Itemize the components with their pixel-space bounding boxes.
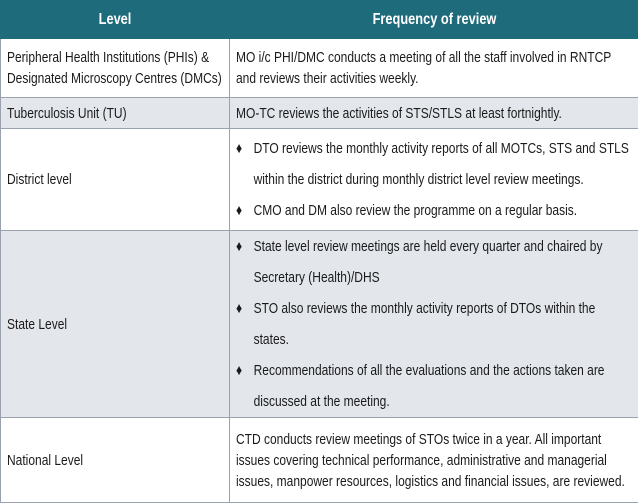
level-text: National Level	[7, 450, 223, 471]
bullet-item: DTO reviews the monthly activity reports…	[236, 133, 632, 195]
review-text: MO i/c PHI/DMC conducts a meeting of all…	[236, 47, 632, 89]
table-row: National Level CTD conducts review meetin…	[1, 418, 638, 503]
bullet-item: STO also reviews the monthly activity re…	[236, 293, 632, 355]
table-row: State Level State level review meetings a…	[1, 231, 638, 418]
review-cell: MO i/c PHI/DMC conducts a meeting of all…	[230, 39, 638, 98]
review-cell: CTD conducts review meetings of STOs twi…	[230, 418, 638, 503]
table-row: Tuberculosis Unit (TU) MO-TC reviews the …	[1, 98, 638, 129]
page: Level Frequency of review Peripheral Hea…	[0, 0, 638, 478]
level-text: Peripheral Health Institutions (PHIs) & …	[7, 47, 223, 89]
bullet-item: Recommendations of all the evaluations a…	[236, 355, 632, 417]
bullet-list: State level review meetings are held eve…	[236, 231, 632, 417]
header-text: Level	[7, 9, 223, 30]
level-cell: District level	[1, 129, 230, 231]
review-content: DTO reviews the monthly activity reports…	[236, 133, 632, 226]
header-cell: Level	[1, 1, 230, 39]
table-row: District level DTO reviews the monthly ac…	[1, 129, 638, 231]
review-text: MO-TC reviews the activities of STS/STLS…	[236, 103, 632, 124]
table-body: Peripheral Health Institutions (PHIs) & …	[1, 39, 638, 503]
bullet-list: DTO reviews the monthly activity reports…	[236, 133, 632, 226]
level-cell: State Level	[1, 231, 230, 418]
level-text: District level	[7, 169, 223, 190]
review-cell: State level review meetings are held eve…	[230, 231, 638, 418]
bullet-item: CMO and DM also review the programme on …	[236, 195, 632, 226]
level-text: State Level	[7, 314, 223, 335]
review-content: State level review meetings are held eve…	[236, 231, 632, 417]
level-cell: National Level	[1, 418, 230, 503]
review-cell: DTO reviews the monthly activity reports…	[230, 129, 638, 231]
review-text: CTD conducts review meetings of STOs twi…	[236, 429, 632, 492]
level-cell: Tuberculosis Unit (TU)	[1, 98, 230, 129]
review-cell: MO-TC reviews the activities of STS/STLS…	[230, 98, 638, 129]
header-cell: Frequency of review	[230, 1, 638, 39]
header-text: Frequency of review	[236, 9, 632, 30]
review-content: CTD conducts review meetings of STOs twi…	[236, 429, 632, 492]
header-row: Level Frequency of review	[1, 1, 638, 39]
level-cell: Peripheral Health Institutions (PHIs) & …	[1, 39, 230, 98]
review-content: MO-TC reviews the activities of STS/STLS…	[236, 103, 632, 124]
bullet-item: State level review meetings are held eve…	[236, 231, 632, 293]
level-text: Tuberculosis Unit (TU)	[7, 103, 223, 124]
review-content: MO i/c PHI/DMC conducts a meeting of all…	[236, 47, 632, 89]
table-row: Peripheral Health Institutions (PHIs) & …	[1, 39, 638, 98]
